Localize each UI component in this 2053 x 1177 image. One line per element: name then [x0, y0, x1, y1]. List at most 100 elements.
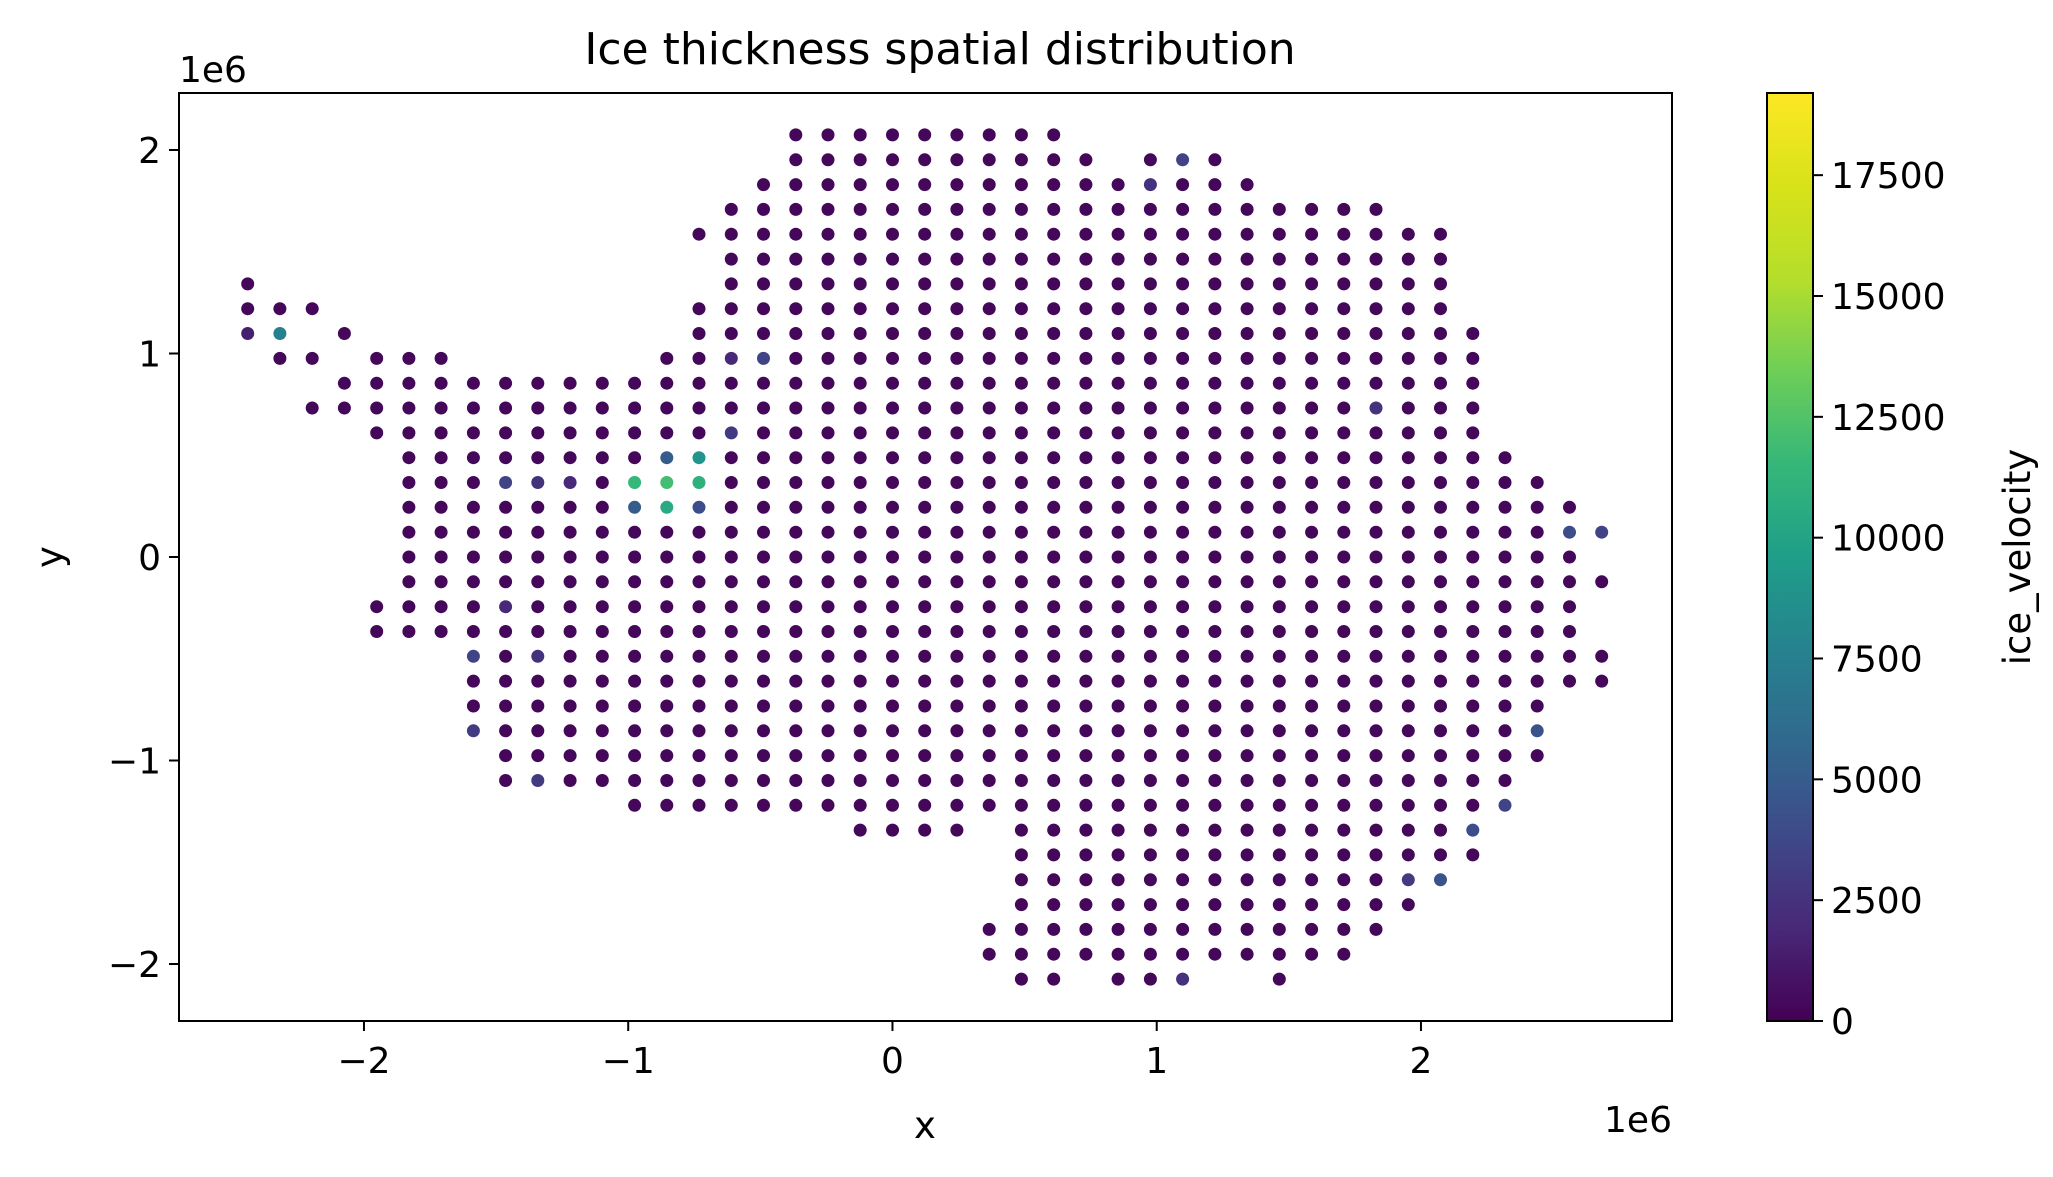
data-point: [1337, 525, 1351, 539]
data-point: [1272, 426, 1286, 440]
data-point: [1143, 401, 1157, 415]
data-point: [563, 625, 577, 638]
data-point: [1047, 873, 1061, 887]
data-point: [402, 500, 416, 514]
data-point: [757, 252, 770, 266]
data-point: [595, 625, 609, 638]
data-point: [595, 674, 609, 688]
data-point: [1047, 426, 1061, 440]
data-point: [821, 798, 835, 812]
data-point: [466, 625, 480, 638]
data-point: [982, 252, 996, 266]
data-point: [1143, 178, 1157, 192]
data-point: [531, 376, 545, 390]
data-point: [1305, 476, 1319, 489]
data-point: [337, 401, 351, 415]
data-point: [724, 575, 738, 589]
data-point: [370, 351, 384, 365]
data-point: [1208, 227, 1222, 241]
data-point: [1305, 749, 1319, 763]
data-point: [1563, 649, 1576, 663]
data-point: [1337, 376, 1351, 390]
data-point: [1305, 252, 1319, 266]
data-point: [1305, 823, 1319, 837]
data-point: [757, 550, 770, 564]
data-point: [886, 674, 899, 688]
y-offset-text: 1e6: [179, 50, 247, 91]
data-point: [1208, 699, 1222, 713]
y-tick-label: 2: [138, 131, 161, 172]
data-point: [1240, 625, 1254, 638]
data-point: [1305, 227, 1319, 241]
data-point: [1047, 227, 1061, 241]
data-point: [1466, 823, 1480, 837]
data-point: [1111, 227, 1125, 241]
data-point: [1305, 327, 1319, 340]
data-point: [918, 327, 932, 340]
data-point: [918, 625, 932, 638]
y-axis-ticks: −2 −1 0 1 2: [108, 131, 179, 986]
data-point: [918, 302, 932, 316]
data-point: [1079, 426, 1093, 440]
data-point: [853, 128, 867, 142]
data-point: [1208, 202, 1222, 216]
data-point: [466, 649, 480, 663]
data-point: [595, 550, 609, 564]
data-point: [563, 749, 577, 763]
data-point: [1014, 227, 1028, 241]
data-point: [950, 699, 964, 713]
data-point: [1176, 426, 1190, 440]
data-point: [918, 153, 932, 167]
data-point: [821, 724, 835, 738]
data-point: [886, 202, 899, 216]
data-point: [1369, 550, 1383, 564]
data-point: [1047, 376, 1061, 390]
data-point: [1143, 252, 1157, 266]
data-point: [692, 798, 706, 812]
data-point: [982, 327, 996, 340]
data-point: [757, 500, 770, 514]
data-point: [1047, 922, 1061, 936]
data-point: [724, 649, 738, 663]
data-point: [531, 699, 545, 713]
data-point: [1176, 153, 1190, 167]
data-point: [499, 550, 513, 564]
data-point: [1014, 525, 1028, 539]
data-point: [757, 376, 770, 390]
data-point: [305, 302, 319, 316]
data-point: [789, 227, 803, 241]
data-point: [886, 724, 899, 738]
data-point: [1337, 426, 1351, 440]
data-point: [1176, 600, 1190, 614]
data-point: [1079, 327, 1093, 340]
data-point: [853, 252, 867, 266]
data-point: [950, 351, 964, 365]
data-point: [1208, 327, 1222, 340]
data-point: [724, 227, 738, 241]
data-point: [1176, 749, 1190, 763]
data-point: [918, 500, 932, 514]
data-point: [853, 401, 867, 415]
data-point: [1079, 848, 1093, 862]
data-point: [1337, 227, 1351, 241]
data-point: [757, 178, 770, 192]
data-point: [1369, 774, 1383, 787]
data-point: [757, 724, 770, 738]
data-point: [1047, 625, 1061, 638]
data-point: [1401, 550, 1415, 564]
data-point: [1143, 302, 1157, 316]
data-point: [563, 550, 577, 564]
data-point: [1079, 178, 1093, 192]
data-point: [1208, 153, 1222, 167]
data-point: [1401, 774, 1415, 787]
data-point: [1272, 774, 1286, 787]
y-axis-label: y: [28, 546, 71, 568]
data-point: [305, 401, 319, 415]
data-point: [950, 749, 964, 763]
data-point: [1240, 749, 1254, 763]
data-point: [1305, 625, 1319, 638]
data-point: [789, 674, 803, 688]
data-point: [595, 724, 609, 738]
data-point: [531, 649, 545, 663]
data-point: [1434, 376, 1447, 390]
